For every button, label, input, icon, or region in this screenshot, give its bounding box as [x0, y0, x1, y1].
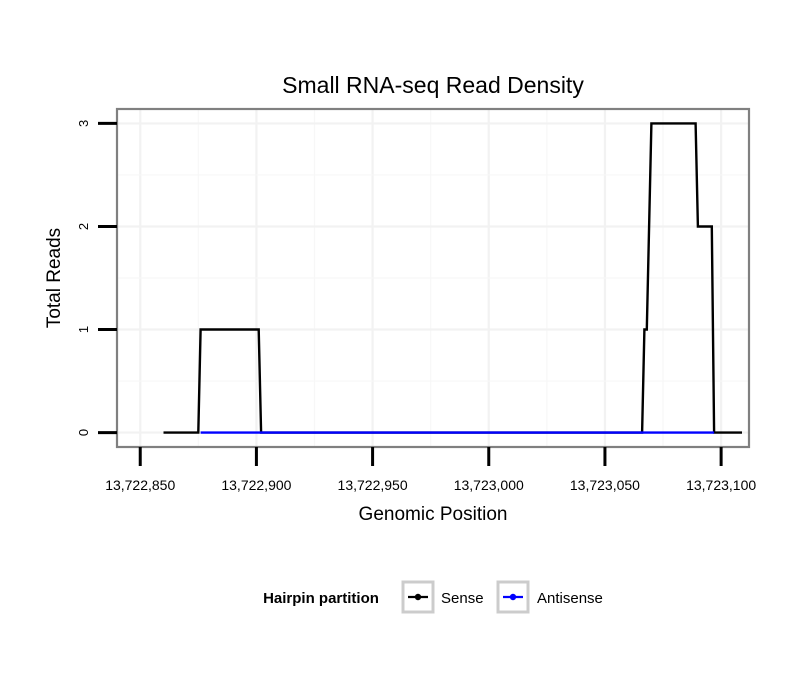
y-tick-label: 3: [76, 120, 91, 127]
y-axis: 0 1 2 3: [76, 120, 117, 436]
x-axis: 13,722,850 13,722,900 13,722,950 13,723,000…: [105, 447, 756, 493]
y-axis-label: Total Reads: [44, 228, 65, 328]
x-tick-label: 13,723,100: [686, 477, 756, 493]
plot-panel-border: [115, 107, 751, 449]
legend-label-sense: Sense: [441, 590, 484, 607]
legend-item-antisense: Antisense: [496, 580, 603, 614]
y-tick-label: 2: [76, 223, 91, 230]
legend-title: Hairpin partition: [263, 590, 379, 607]
x-tick-label: 13,722,950: [338, 477, 408, 493]
legend-item-sense: Sense: [401, 580, 484, 614]
y-tick-label: 0: [76, 429, 91, 436]
series-layer: [163, 122, 743, 434]
x-tick-label: 13,723,050: [570, 477, 640, 493]
legend-label-antisense: Antisense: [537, 590, 603, 607]
series-line-sense: [163, 122, 742, 434]
grid: [117, 109, 749, 447]
x-tick-label: 13,722,850: [105, 477, 175, 493]
chart-title: Small RNA-seq Read Density: [282, 72, 584, 98]
x-tick-label: 13,723,000: [454, 477, 524, 493]
x-axis-label: Genomic Position: [359, 504, 508, 525]
legend: Hairpin partition Sense Antisense: [263, 580, 603, 614]
y-tick-label: 1: [76, 326, 91, 333]
legend-marker-sense: [414, 593, 422, 601]
x-tick-label: 13,722,900: [221, 477, 291, 493]
legend-marker-antisense: [509, 593, 517, 601]
